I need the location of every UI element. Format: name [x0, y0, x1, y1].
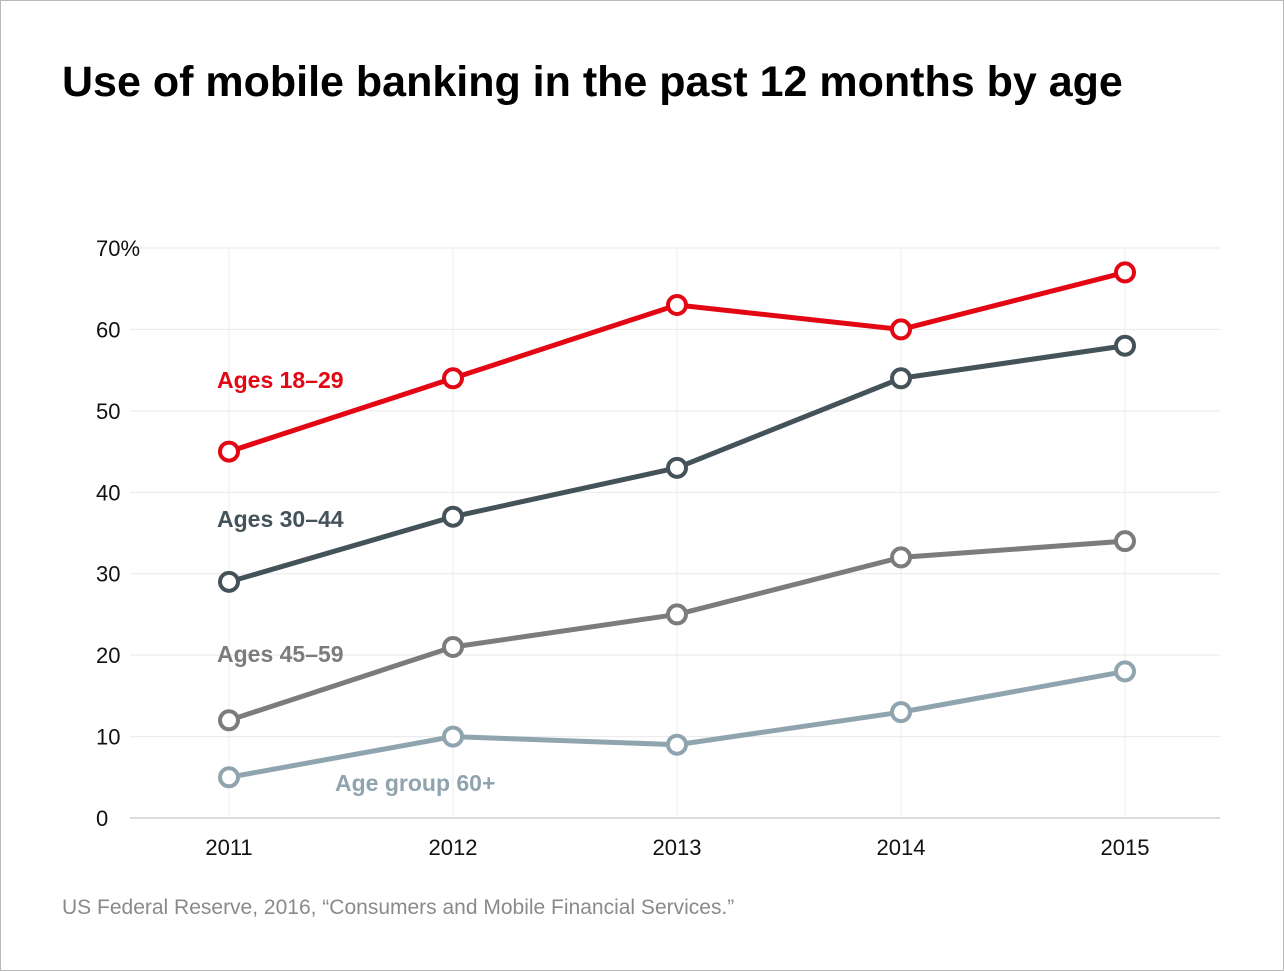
y-tick-label: 40 [96, 480, 120, 505]
y-tick-label: 50 [96, 399, 120, 424]
data-point [890, 318, 912, 341]
series-group [218, 261, 1136, 789]
data-point [666, 294, 688, 316]
x-tick-label: 2014 [877, 835, 926, 860]
x-tick-label: 2011 [205, 835, 252, 860]
data-point [1114, 530, 1136, 553]
series-label-3: Age group 60+ [335, 770, 495, 796]
data-point [442, 636, 464, 658]
source-note: US Federal Reserve, 2016, “Consumers and… [62, 896, 735, 919]
grid [130, 247, 1220, 819]
x-tick-label: 2015 [1101, 835, 1150, 860]
data-point [890, 701, 912, 724]
y-tick-label: 0 [96, 806, 108, 831]
x-tick-label: 2012 [429, 835, 478, 860]
y-axis: 0 10 20 30 40 50 60 70% [96, 236, 140, 831]
data-point [442, 725, 464, 748]
data-point [1114, 261, 1136, 284]
data-point [442, 367, 464, 390]
data-point [666, 456, 688, 479]
data-point [1114, 334, 1136, 357]
y-tick-label: 60 [96, 317, 120, 342]
y-tick-label: 30 [96, 562, 120, 587]
y-tick-label: 10 [96, 725, 120, 750]
chart-title: Use of mobile banking in the past 12 mon… [62, 58, 1123, 106]
series-label-0: Ages 18–29 [217, 367, 344, 393]
y-tick-label: 20 [96, 643, 120, 668]
data-point [1114, 660, 1136, 683]
x-axis: 2011 2012 2013 2014 2015 [205, 835, 1149, 860]
data-point [218, 440, 240, 463]
data-point [218, 709, 240, 732]
data-point [666, 603, 688, 626]
x-tick-label: 2013 [653, 835, 702, 860]
series-label-1: Ages 30–44 [217, 506, 344, 532]
data-point [666, 733, 688, 756]
series-label-2: Ages 45–59 [217, 641, 344, 667]
data-point [890, 546, 912, 569]
data-point [890, 367, 912, 390]
series-labels: Ages 18–29 Ages 30–44 Ages 45–59 Age group … [217, 367, 495, 796]
data-point [442, 505, 464, 528]
y-tick-label: 70% [96, 236, 140, 261]
data-point [218, 766, 240, 789]
data-point [218, 570, 240, 593]
